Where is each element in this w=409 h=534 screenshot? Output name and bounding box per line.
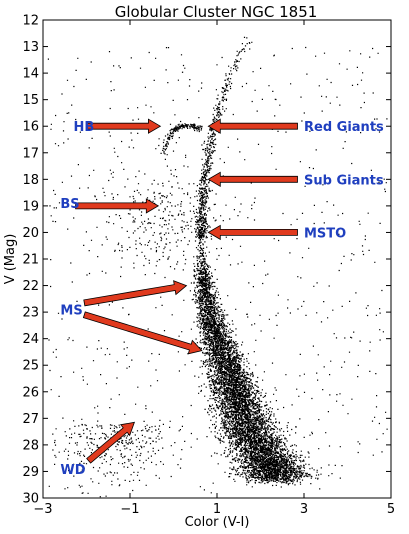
y-axis-label: V (Mag) xyxy=(3,234,18,285)
y-tick-label: 15 xyxy=(22,93,39,108)
x-axis-label: Color (V-I) xyxy=(185,515,250,530)
y-tick-label: 23 xyxy=(22,306,39,321)
y-tick-label: 12 xyxy=(22,14,39,29)
annotation-label: BS xyxy=(60,197,79,212)
y-tick-label: 27 xyxy=(22,412,39,427)
x-tick-label: 3 xyxy=(300,502,308,517)
y-tick-label: 14 xyxy=(22,67,39,82)
annotation-label: Red Giants xyxy=(304,120,384,135)
y-tick-label: 13 xyxy=(22,40,39,55)
y-tick-label: 20 xyxy=(22,226,39,241)
annotation-label: Sub Giants xyxy=(304,173,384,188)
x-tick-label: −1 xyxy=(120,502,139,517)
y-tick-label: 25 xyxy=(22,359,39,374)
y-tick-label: 26 xyxy=(22,385,39,400)
y-tick-label: 22 xyxy=(22,279,39,294)
y-tick-label: 28 xyxy=(22,438,39,453)
y-tick-label: 18 xyxy=(22,173,39,188)
annotation-label: HB xyxy=(73,120,94,135)
annotation-label: MS xyxy=(60,303,82,318)
y-tick-label: 30 xyxy=(22,492,39,507)
annotation-label: MSTO xyxy=(304,226,346,241)
chart-title: Globular Cluster NGC 1851 xyxy=(115,3,318,21)
y-tick-label: 24 xyxy=(22,332,39,347)
y-tick-label: 29 xyxy=(22,465,39,480)
y-tick-label: 19 xyxy=(22,199,39,214)
x-tick-label: 5 xyxy=(387,502,395,517)
y-tick-label: 21 xyxy=(22,253,39,268)
annotation-label: WD xyxy=(60,463,85,478)
y-tick-label: 16 xyxy=(22,120,39,135)
y-tick-label: 17 xyxy=(22,146,39,161)
